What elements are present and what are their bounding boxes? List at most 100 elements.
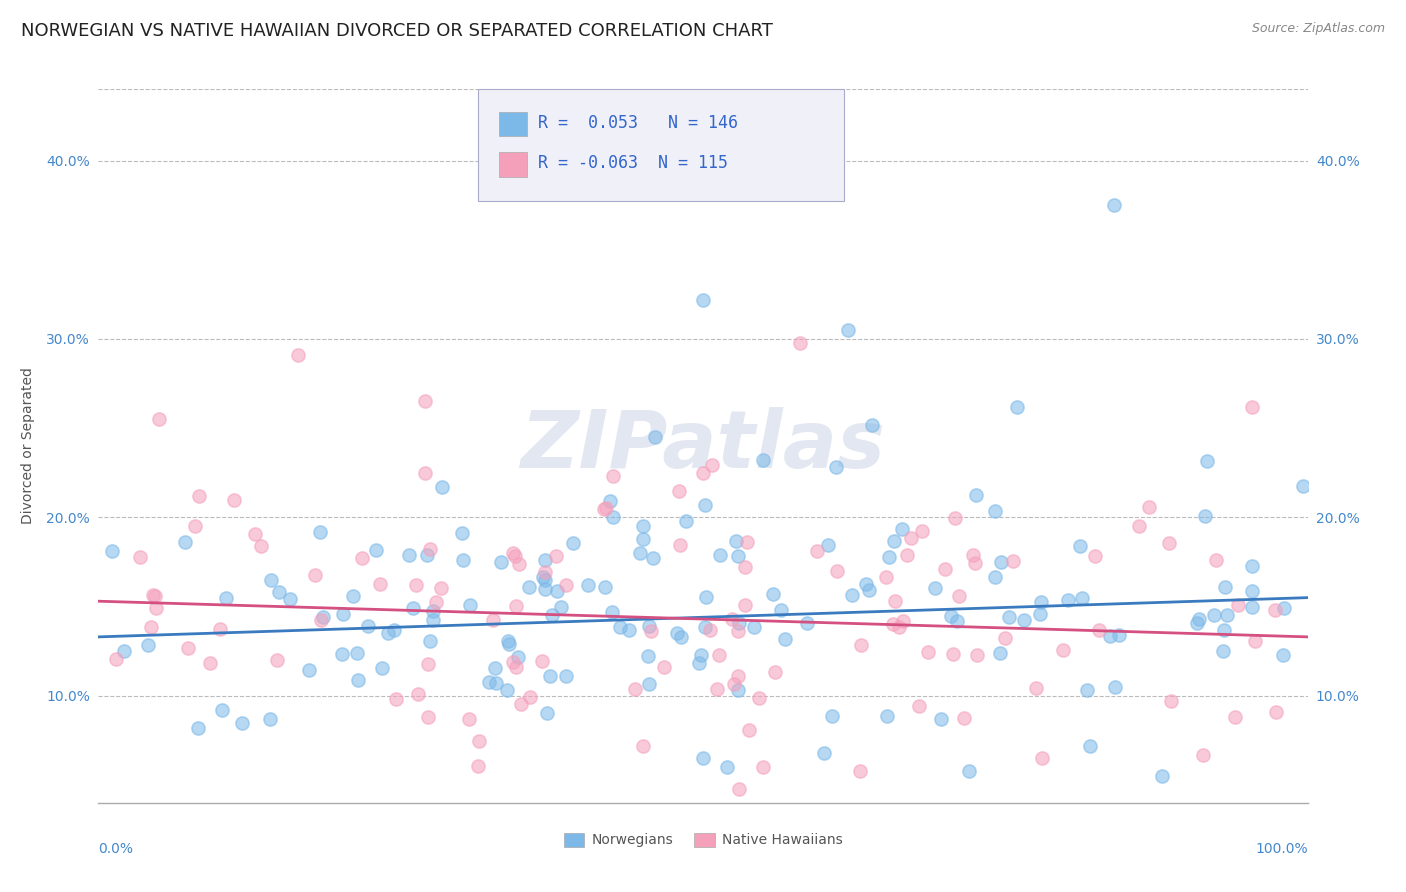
Point xyxy=(693,620,716,634)
Point xyxy=(576,578,599,592)
Point xyxy=(699,624,721,638)
Point xyxy=(534,553,557,567)
Point xyxy=(692,293,714,307)
Point xyxy=(215,591,238,606)
Point xyxy=(1241,559,1264,574)
Point xyxy=(481,613,503,627)
Point xyxy=(1240,583,1263,598)
Point xyxy=(883,594,905,608)
Point xyxy=(1194,508,1216,523)
Point xyxy=(709,549,731,563)
Point xyxy=(924,581,946,595)
Point xyxy=(1099,629,1122,643)
Point xyxy=(489,555,512,569)
Point xyxy=(347,673,370,688)
Point xyxy=(1001,554,1024,568)
Point xyxy=(942,647,965,661)
Point xyxy=(855,577,877,591)
Point xyxy=(734,599,756,613)
Point xyxy=(311,613,333,627)
Point xyxy=(555,669,578,683)
Point xyxy=(983,570,1005,584)
Point xyxy=(752,453,775,467)
Point xyxy=(1188,612,1211,626)
Text: 0.0%: 0.0% xyxy=(98,842,134,856)
Point xyxy=(700,458,723,473)
Point xyxy=(1241,599,1264,614)
Point xyxy=(308,524,330,539)
Point xyxy=(665,626,688,640)
Point xyxy=(101,543,124,558)
Point xyxy=(934,562,956,576)
Point xyxy=(946,614,969,628)
Point xyxy=(640,624,662,639)
Point xyxy=(637,677,659,691)
Legend: Norwegians, Native Hawaiians: Norwegians, Native Hawaiians xyxy=(558,827,848,853)
Point xyxy=(623,681,645,696)
Point xyxy=(1216,607,1239,622)
Point xyxy=(415,548,437,562)
Point xyxy=(496,634,519,648)
Point xyxy=(984,504,1007,518)
Point xyxy=(943,511,966,525)
Point xyxy=(858,583,880,598)
Point xyxy=(457,712,479,726)
Point xyxy=(222,493,245,508)
Point xyxy=(939,608,962,623)
Point xyxy=(231,715,253,730)
Point xyxy=(599,493,621,508)
Point xyxy=(1192,747,1215,762)
Point xyxy=(929,712,952,726)
Text: ZIPatlas: ZIPatlas xyxy=(520,407,886,485)
Point xyxy=(304,568,326,582)
Point xyxy=(609,619,631,633)
Point xyxy=(498,637,520,651)
Point xyxy=(534,582,557,596)
Point xyxy=(860,417,883,432)
Point xyxy=(744,620,766,634)
Point xyxy=(330,648,353,662)
Point xyxy=(377,626,399,640)
Point xyxy=(1007,400,1029,414)
Point xyxy=(821,709,844,723)
Point xyxy=(536,706,558,720)
Point xyxy=(593,502,616,516)
Point xyxy=(688,656,710,670)
Point xyxy=(707,648,730,662)
Point xyxy=(631,519,654,533)
Point xyxy=(638,619,661,633)
Point xyxy=(1078,739,1101,753)
Point xyxy=(311,610,333,624)
Point xyxy=(366,542,388,557)
Point xyxy=(723,677,745,691)
Point xyxy=(1204,608,1226,623)
Point xyxy=(641,551,664,566)
Point xyxy=(738,723,761,737)
Point xyxy=(789,335,811,350)
Point xyxy=(1139,500,1161,514)
Point xyxy=(385,692,408,706)
Point xyxy=(1128,519,1150,533)
Point xyxy=(602,469,624,483)
Point xyxy=(593,580,616,594)
Point xyxy=(721,612,744,626)
Point xyxy=(948,589,970,603)
Point xyxy=(1025,681,1047,695)
Point xyxy=(882,616,904,631)
Point xyxy=(451,553,474,567)
Point xyxy=(875,570,897,584)
Point xyxy=(1244,634,1267,648)
Point xyxy=(297,663,319,677)
Point xyxy=(458,598,481,612)
Point xyxy=(692,466,714,480)
Point xyxy=(382,624,405,638)
Point xyxy=(1223,710,1246,724)
Point xyxy=(813,746,835,760)
Point xyxy=(1212,644,1234,658)
Point xyxy=(478,674,501,689)
Point xyxy=(706,681,728,696)
Point xyxy=(267,585,290,599)
Point xyxy=(637,648,659,663)
Point xyxy=(883,533,905,548)
Point xyxy=(198,657,221,671)
